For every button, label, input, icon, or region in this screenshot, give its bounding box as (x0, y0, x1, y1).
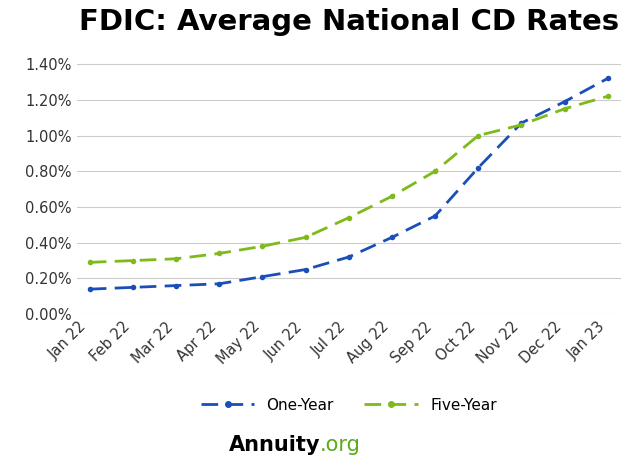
Text: Annuity: Annuity (228, 435, 320, 455)
Legend: One-Year, Five-Year: One-Year, Five-Year (195, 392, 503, 419)
Title: FDIC: Average National CD Rates: FDIC: Average National CD Rates (79, 7, 619, 36)
Text: .org: .org (320, 435, 361, 455)
